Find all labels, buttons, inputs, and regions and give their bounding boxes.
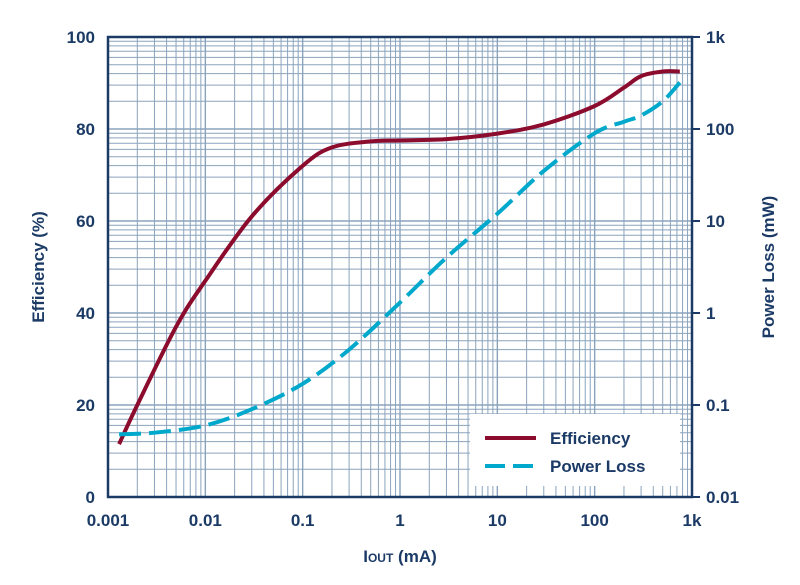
- y-tick-label: 20: [76, 396, 95, 415]
- y-tick-label: 80: [76, 120, 95, 139]
- y2-tick-label: 0.1: [706, 396, 730, 415]
- efficiency-line: [117, 69, 680, 445]
- plot-frame: [106, 35, 694, 499]
- y-tick-label: 40: [76, 304, 95, 323]
- legend-power-loss-label: Power Loss: [550, 457, 645, 476]
- x-tick-label: 0.01: [189, 511, 222, 530]
- x-tick-label: 1k: [683, 511, 702, 530]
- tick-labels: 0.001 0.01 0.1 1 10 100 1k 0 20 40 60 80 100 0.01 0.1 1…: [67, 28, 739, 530]
- legend-box: [470, 414, 680, 486]
- x-tick-label: 10: [488, 511, 507, 530]
- x-tick-label: 1: [395, 511, 404, 530]
- y2-tick-label: 1k: [706, 28, 725, 47]
- y-tick-label: 0: [86, 488, 95, 507]
- x-label-main: I: [363, 547, 368, 566]
- x-tick-label: 0.001: [87, 511, 130, 530]
- y2-tick-label: 0.01: [706, 488, 739, 507]
- y2-axis-label: Power Loss (mW): [759, 196, 778, 339]
- series-lines: [117, 69, 682, 445]
- y-axis-label: Efficiency (%): [29, 211, 48, 322]
- y2-tick-label: 10: [706, 212, 725, 231]
- y-tick-label: 100: [67, 28, 95, 47]
- x-tick-label: 0.1: [291, 511, 315, 530]
- power-loss-line: [118, 81, 682, 437]
- y-tick-label: 60: [76, 212, 95, 231]
- x-label-unit: (mA): [393, 547, 436, 566]
- y2-tick-label: 100: [706, 120, 734, 139]
- legend: Efficiency Power Loss: [470, 414, 680, 486]
- x-tick-label: 100: [580, 511, 608, 530]
- legend-efficiency-label: Efficiency: [550, 429, 631, 448]
- x-label-subscript: OUT: [368, 551, 394, 565]
- y2-tick-label: 1: [706, 304, 715, 323]
- x-axis-label: IOUT (mA): [363, 547, 437, 566]
